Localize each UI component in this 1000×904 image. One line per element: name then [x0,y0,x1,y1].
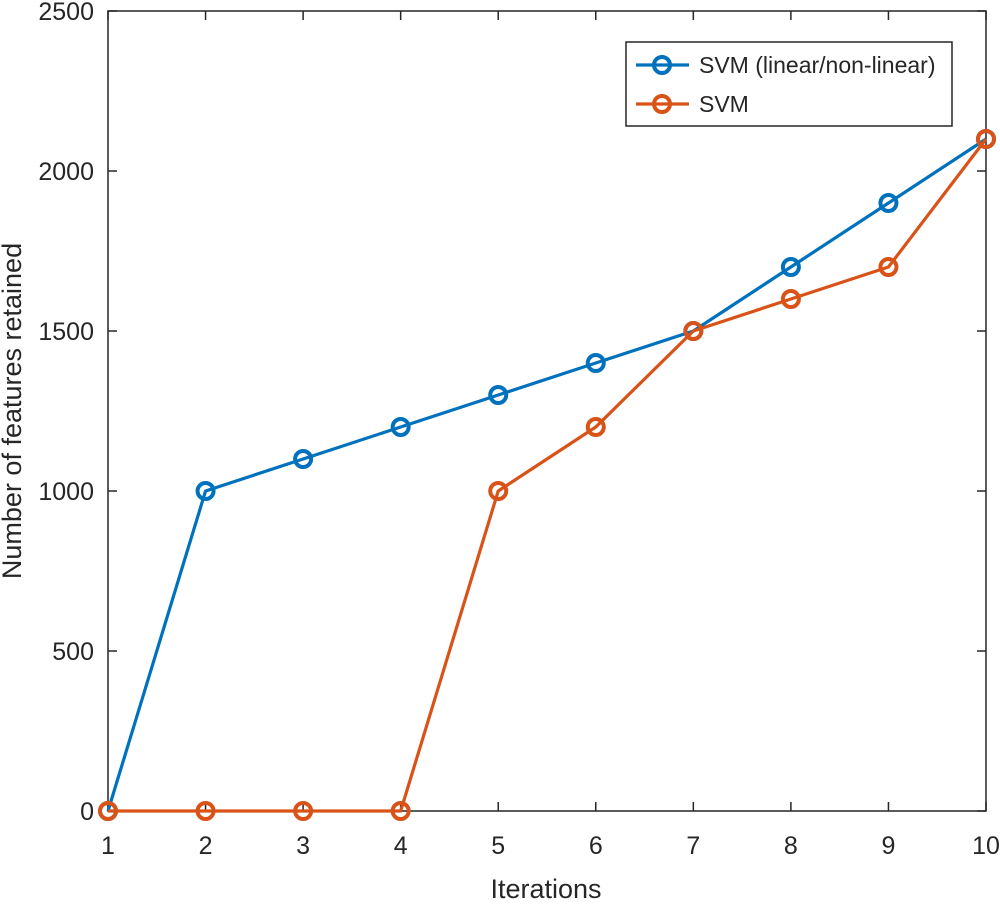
legend: SVM (linear/non-linear) SVM [625,41,953,127]
x-tick-label: 1 [101,832,115,860]
data-point [195,481,216,501]
x-tick-label: 6 [589,832,603,860]
y-tick-label: 0 [80,798,94,826]
x-axis-title: Iterations [490,874,601,904]
x-tick-label: 7 [686,832,700,860]
legend-marker [652,55,672,75]
legend-item: SVM (linear/non-linear) [636,52,935,78]
data-point [976,129,996,149]
series-line [108,138,988,813]
data-point [585,417,606,437]
data-point [195,801,216,821]
x-tick-label: 9 [881,832,895,860]
y-tick-label: 2000 [38,158,94,186]
data-point [585,353,606,373]
data-point [780,289,801,309]
y-tick-label: 2500 [38,0,94,26]
legend-box [625,41,953,127]
data-point [878,193,899,213]
y-axis-title: Number of features retained [0,243,27,579]
data-point [293,801,314,821]
series-2 [98,129,996,821]
plot-box [107,10,987,812]
y-tick-label: 1500 [38,318,94,346]
data-point [488,385,509,405]
legend-marker [652,94,672,114]
x-tick-label: 3 [296,832,310,860]
x-tick-label: 4 [394,832,408,860]
y-tick-label: 1000 [38,478,94,506]
legend-label: SVM [699,91,749,117]
legend-item: SVM [636,91,749,117]
data-point [390,801,411,821]
series-layer [98,129,996,821]
axis-ticks: 1 2 3 4 5 6 7 8 9 10 0 500 1000 1500 2000 2500 [38,0,1000,860]
x-tick-label: 8 [784,832,798,860]
x-tick-label: 5 [491,832,505,860]
data-point [293,449,314,469]
data-point [683,321,704,341]
x-tick-label: 2 [199,832,213,860]
legend-label: SVM (linear/non-linear) [699,52,935,78]
data-point [878,257,899,277]
x-tick-label: 10 [972,832,1000,860]
series-line [106,137,987,812]
data-point [390,417,411,437]
data-point [780,257,801,277]
data-point [98,801,118,821]
data-point [488,481,509,501]
y-tick-label: 500 [52,638,94,666]
plot-area [107,10,987,812]
